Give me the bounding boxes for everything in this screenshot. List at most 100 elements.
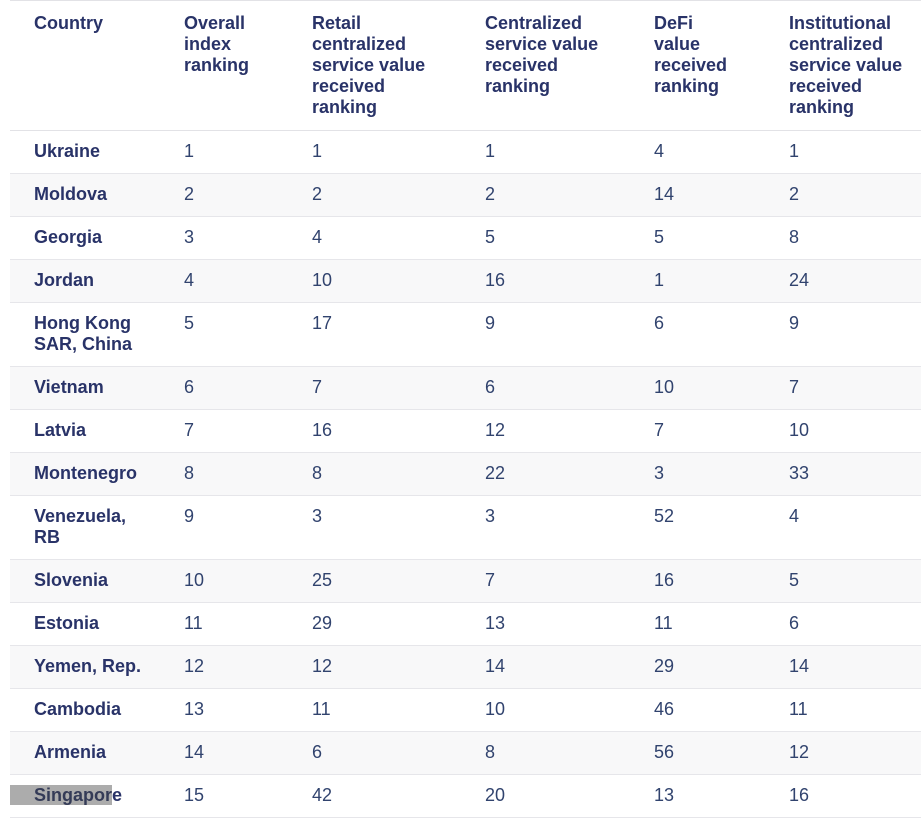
table-row-latvia: Latvia 7 16 12 7 10 (10, 409, 921, 453)
value-cell: 8 (461, 731, 630, 775)
value-cell: 8 (765, 216, 921, 260)
country-cell-estonia: Estonia (10, 602, 160, 646)
value-cell: 10 (288, 259, 461, 303)
value-cell: 6 (288, 731, 461, 775)
value-cell: 13 (160, 688, 288, 732)
column-header-overall-index-ranking: Overall index ranking (160, 0, 288, 131)
value-cell: 42 (288, 774, 461, 818)
value-cell: 46 (630, 688, 765, 732)
value-cell: 5 (461, 216, 630, 260)
value-cell: 7 (288, 366, 461, 410)
value-cell: 7 (630, 409, 765, 453)
value-cell: 14 (160, 731, 288, 775)
value-cell: 17 (288, 302, 461, 367)
value-cell: 12 (288, 645, 461, 689)
value-cell: 12 (160, 645, 288, 689)
value-cell: 56 (630, 731, 765, 775)
table-row-armenia: Armenia 14 6 8 56 12 (10, 731, 921, 775)
table-body: Ukraine 1 1 1 4 1 Moldova 2 2 2 14 2 Georgia 3 4 5 5 8 Jor… (10, 130, 921, 818)
value-cell: 6 (160, 366, 288, 410)
value-cell: 33 (765, 452, 921, 496)
table-row-montenegro: Montenegro 8 8 22 3 33 (10, 452, 921, 496)
table-row-vietnam: Vietnam 6 7 6 10 7 (10, 366, 921, 410)
value-cell: 9 (765, 302, 921, 367)
value-cell: 16 (765, 774, 921, 818)
table-row-estonia: Estonia 11 29 13 11 6 (10, 602, 921, 646)
value-cell: 14 (461, 645, 630, 689)
country-cell-yemen-rep: Yemen, Rep. (10, 645, 160, 689)
value-cell: 20 (461, 774, 630, 818)
country-cell-ukraine: Ukraine (10, 130, 160, 174)
value-cell: 6 (630, 302, 765, 367)
value-cell: 2 (160, 173, 288, 217)
table-row-cambodia: Cambodia 13 11 10 46 11 (10, 688, 921, 732)
value-cell: 1 (160, 130, 288, 174)
value-cell: 1 (461, 130, 630, 174)
value-cell: 6 (461, 366, 630, 410)
value-cell: 1 (630, 259, 765, 303)
table-row-hong-kong-sar-china: Hong Kong SAR, China 5 17 9 6 9 (10, 302, 921, 367)
value-cell: 4 (765, 495, 921, 560)
value-cell: 4 (160, 259, 288, 303)
value-cell: 13 (630, 774, 765, 818)
column-header-defi-value-received-ranking: DeFi value received ranking (630, 0, 765, 131)
value-cell: 16 (630, 559, 765, 603)
value-cell: 9 (160, 495, 288, 560)
column-header-retail-centralized-service-value-received-ranking: Retail centralized service value receive… (288, 0, 461, 131)
value-cell: 6 (765, 602, 921, 646)
country-cell-cambodia: Cambodia (10, 688, 160, 732)
value-cell: 11 (288, 688, 461, 732)
value-cell: 5 (160, 302, 288, 367)
value-cell: 29 (288, 602, 461, 646)
value-cell: 11 (765, 688, 921, 732)
table-row-georgia: Georgia 3 4 5 5 8 (10, 216, 921, 260)
country-cell-armenia: Armenia (10, 731, 160, 775)
table-row-ukraine: Ukraine 1 1 1 4 1 (10, 130, 921, 174)
value-cell: 29 (630, 645, 765, 689)
text-highlight: Singapor (10, 785, 113, 805)
value-cell: 14 (630, 173, 765, 217)
value-cell: 7 (461, 559, 630, 603)
value-cell: 16 (288, 409, 461, 453)
value-cell: 11 (630, 602, 765, 646)
country-cell-latvia: Latvia (10, 409, 160, 453)
country-cell-georgia: Georgia (10, 216, 160, 260)
table-row-moldova: Moldova 2 2 2 14 2 (10, 173, 921, 217)
value-cell: 10 (461, 688, 630, 732)
value-cell: 16 (461, 259, 630, 303)
table-row-venezuela-rb: Venezuela, RB 9 3 3 52 4 (10, 495, 921, 560)
country-cell-slovenia: Slovenia (10, 559, 160, 603)
value-cell: 9 (461, 302, 630, 367)
country-cell-montenegro: Montenegro (10, 452, 160, 496)
country-cell-venezuela-rb: Venezuela, RB (10, 495, 160, 560)
column-header-institutional-centralized-service-value-received-ranking: Institutional centralized service value … (765, 0, 921, 131)
value-cell: 52 (630, 495, 765, 560)
country-cell-moldova: Moldova (10, 173, 160, 217)
country-cell-jordan: Jordan (10, 259, 160, 303)
value-cell: 3 (461, 495, 630, 560)
value-cell: 7 (765, 366, 921, 410)
table-row-singapore: Singapore 15 42 20 13 16 (10, 774, 921, 818)
value-cell: 10 (160, 559, 288, 603)
table-row-slovenia: Slovenia 10 25 7 16 5 (10, 559, 921, 603)
value-cell: 14 (765, 645, 921, 689)
value-cell: 3 (288, 495, 461, 560)
value-cell: 7 (160, 409, 288, 453)
value-cell: 2 (461, 173, 630, 217)
header-row: Country Overall index ranking Retail centr… (10, 0, 921, 131)
value-cell: 8 (288, 452, 461, 496)
country-cell-hong-kong-sar-china: Hong Kong SAR, China (10, 302, 160, 367)
value-cell: 11 (160, 602, 288, 646)
value-cell: 13 (461, 602, 630, 646)
value-cell: 12 (461, 409, 630, 453)
value-cell: 12 (765, 731, 921, 775)
table-row-yemen-rep: Yemen, Rep. 12 12 14 29 14 (10, 645, 921, 689)
crypto-adoption-rankings-table: Country Overall index ranking Retail centr… (10, 0, 921, 818)
value-cell: 2 (288, 173, 461, 217)
value-cell: 24 (765, 259, 921, 303)
value-cell: 25 (288, 559, 461, 603)
value-cell: 8 (160, 452, 288, 496)
country-cell-vietnam: Vietnam (10, 366, 160, 410)
value-cell: 22 (461, 452, 630, 496)
